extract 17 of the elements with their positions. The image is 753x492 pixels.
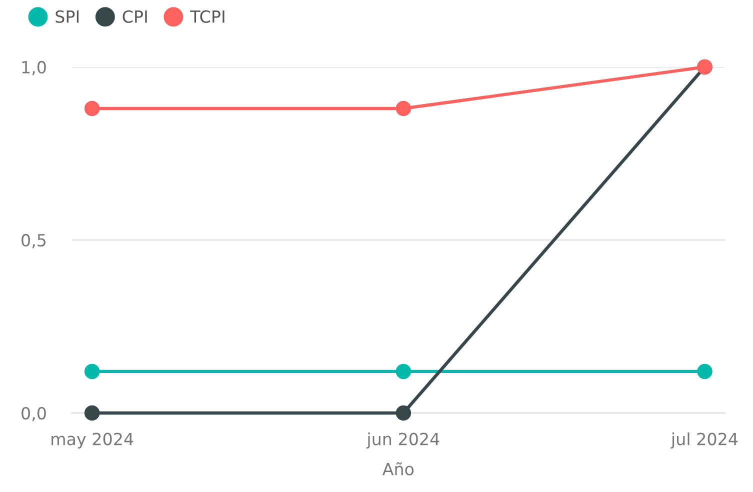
point bbox=[396, 100, 412, 116]
point bbox=[84, 364, 100, 380]
legend-label: CPI bbox=[122, 10, 147, 23]
x-tick-label: jul 2024 bbox=[670, 432, 738, 449]
point bbox=[396, 405, 412, 421]
point bbox=[697, 364, 712, 380]
x-tick-label: may 2024 bbox=[52, 432, 134, 449]
legend-label: SPI bbox=[56, 10, 79, 23]
y-tick-label: 0,5 bbox=[22, 234, 46, 248]
x-axis-title: Año bbox=[382, 462, 414, 476]
legend-label: TCPI bbox=[190, 10, 224, 23]
point bbox=[84, 405, 100, 421]
y-tick-label: 1,0 bbox=[22, 60, 46, 76]
point bbox=[396, 364, 412, 380]
x-tick-label: jun 2024 bbox=[366, 432, 440, 449]
y-tick-label: 0,0 bbox=[22, 406, 46, 422]
point bbox=[84, 100, 100, 116]
